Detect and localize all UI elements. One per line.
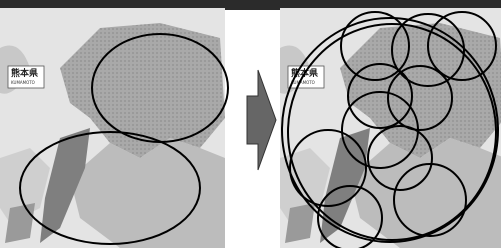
figure: 熊本県 KUMAMOTO 熊本県 KUMAMOTO (0, 0, 501, 248)
left-map: 熊本県 KUMAMOTO (0, 8, 228, 248)
arrow (247, 70, 276, 170)
map-label-en: KUMAMOTO (11, 80, 35, 85)
map-label-en: KUMAMOTO (291, 80, 315, 85)
right-map: 熊本県 KUMAMOTO (280, 8, 501, 248)
map-label: 熊本県 (11, 67, 38, 79)
